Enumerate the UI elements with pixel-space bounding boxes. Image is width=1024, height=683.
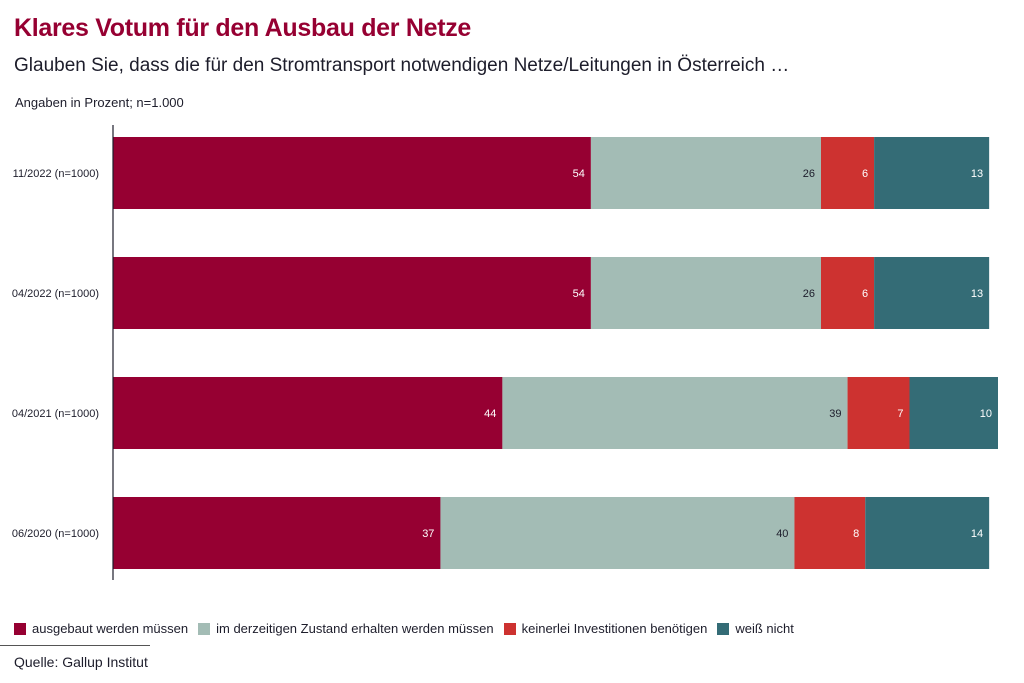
legend-label: keinerlei Investitionen benötigen [521,621,708,636]
data-label: 13 [971,168,983,180]
data-label: 26 [803,288,815,300]
chart-note: Angaben in Prozent; n=1.000 [15,95,184,110]
data-label: 40 [776,528,788,540]
bar-segment [113,497,441,569]
data-label: 10 [980,408,992,420]
data-label: 13 [971,288,983,300]
legend-label: weiß nicht [735,621,794,636]
legend-swatch [503,622,516,635]
legend-label: im derzeitigen Zustand erhalten werden m… [216,621,494,636]
bar-segment [865,497,990,569]
data-label: 54 [573,168,585,180]
chart-title: Klares Votum für den Ausbau der Netze [14,14,472,42]
bar-segment [113,377,503,449]
legend-item: keinerlei Investitionen benötigen [503,621,708,636]
data-label: 26 [803,168,815,180]
category-label: 06/2020 (n=1000) [12,528,99,540]
legend-swatch [198,622,211,635]
bar-segment [909,377,998,449]
data-label: 8 [853,528,859,540]
data-label: 6 [862,168,868,180]
legend-label: ausgebaut werden müssen [32,621,189,636]
category-label: 04/2021 (n=1000) [12,408,99,420]
legend-item: im derzeitigen Zustand erhalten werden m… [198,621,494,636]
data-label: 7 [897,408,903,420]
bar-segment [502,377,848,449]
bar-segment [113,257,591,329]
legend-item: ausgebaut werden müssen [14,621,188,636]
bar-segment [590,257,821,329]
data-label: 39 [829,408,841,420]
legend-swatch [14,622,26,635]
bar-chart: 11/2022 (n=1000) 54 26 6 13 04/2022 (n=1000) 5… [12,125,998,580]
bar-segment [874,137,990,209]
data-label: 6 [862,288,868,300]
bar-segment [874,257,990,329]
bar-segment [821,257,875,329]
bar-segment [821,137,875,209]
bar-segment [847,377,910,449]
data-label: 54 [573,288,585,300]
divider [0,645,150,646]
data-label: 14 [971,528,983,540]
bar-segment [440,497,795,569]
legend-item: weiß nicht [717,621,794,636]
legend-swatch [717,622,730,635]
bar-segment [794,497,866,569]
data-label: 37 [422,528,434,540]
bar-segment [590,137,821,209]
bar-segment [113,137,591,209]
data-label: 44 [484,408,496,420]
category-label: 04/2022 (n=1000) [12,288,99,300]
source-note: Quelle: Gallup Institut [14,654,148,670]
chart-subtitle: Glauben Sie, dass die für den Stromtrans… [14,55,790,76]
category-label: 11/2022 (n=1000) [13,168,99,180]
legend: ausgebaut werden müssen im derzeitigen Zu… [14,621,794,636]
